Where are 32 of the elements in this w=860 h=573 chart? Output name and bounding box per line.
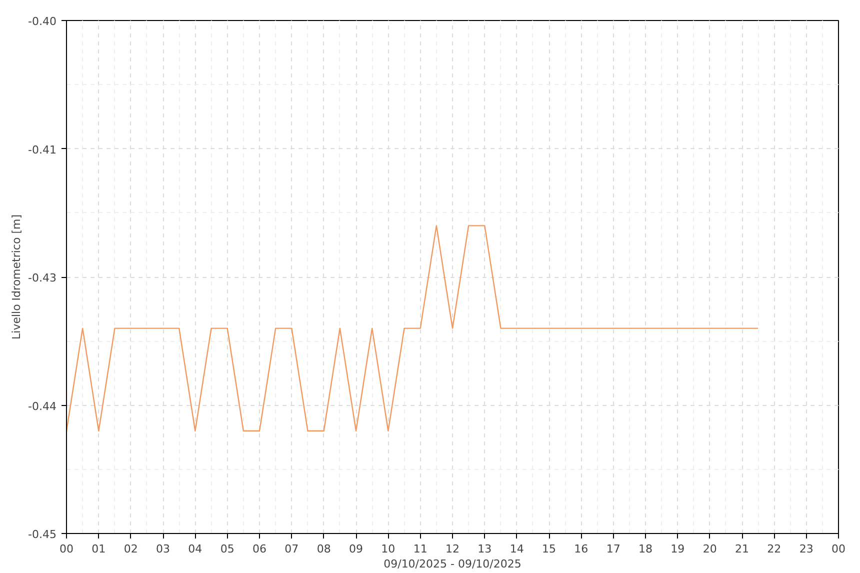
x-tick-label: 23: [799, 542, 814, 556]
x-tick-label: 08: [316, 542, 331, 556]
x-tick-label: 15: [542, 542, 556, 556]
y-tick-label: -0.44: [28, 400, 57, 413]
x-tick-label: 18: [638, 542, 652, 556]
x-tick-label: 06: [252, 542, 266, 556]
x-tick-label: 04: [188, 542, 202, 556]
x-axis-title: 09/10/2025 - 09/10/2025: [384, 558, 522, 570]
x-tick-label: 09: [349, 542, 363, 556]
x-tick-label: 20: [702, 542, 717, 556]
y-tick-label: -0.41: [28, 143, 57, 156]
y-tick-label: -0.45: [28, 528, 57, 541]
x-tick-label: 17: [606, 542, 620, 556]
x-tick-label: 21: [735, 542, 749, 556]
x-tick-label: 02: [124, 542, 138, 556]
x-tick-label: 01: [92, 542, 106, 556]
y-tick-label: -0.43: [28, 272, 57, 284]
x-tick-label: 00: [60, 542, 74, 556]
x-tick-label: 10: [381, 542, 396, 556]
x-tick-label: 12: [446, 542, 460, 556]
x-tick-label: 14: [510, 542, 524, 556]
x-tick-label: 11: [413, 542, 428, 556]
y-axis-title: Livello Idrometrico [m]: [10, 214, 24, 340]
x-tick-label: 22: [767, 542, 782, 556]
x-tick-label: 19: [670, 542, 685, 556]
x-tick-label: 07: [284, 542, 299, 556]
x-tick-label: 00: [832, 542, 846, 556]
x-tick-label: 03: [156, 542, 170, 556]
x-tick-label: 13: [478, 542, 492, 556]
x-tick-label: 05: [220, 542, 234, 556]
x-tick-label: 16: [574, 542, 588, 556]
y-tick-label: -0.40: [28, 15, 57, 28]
